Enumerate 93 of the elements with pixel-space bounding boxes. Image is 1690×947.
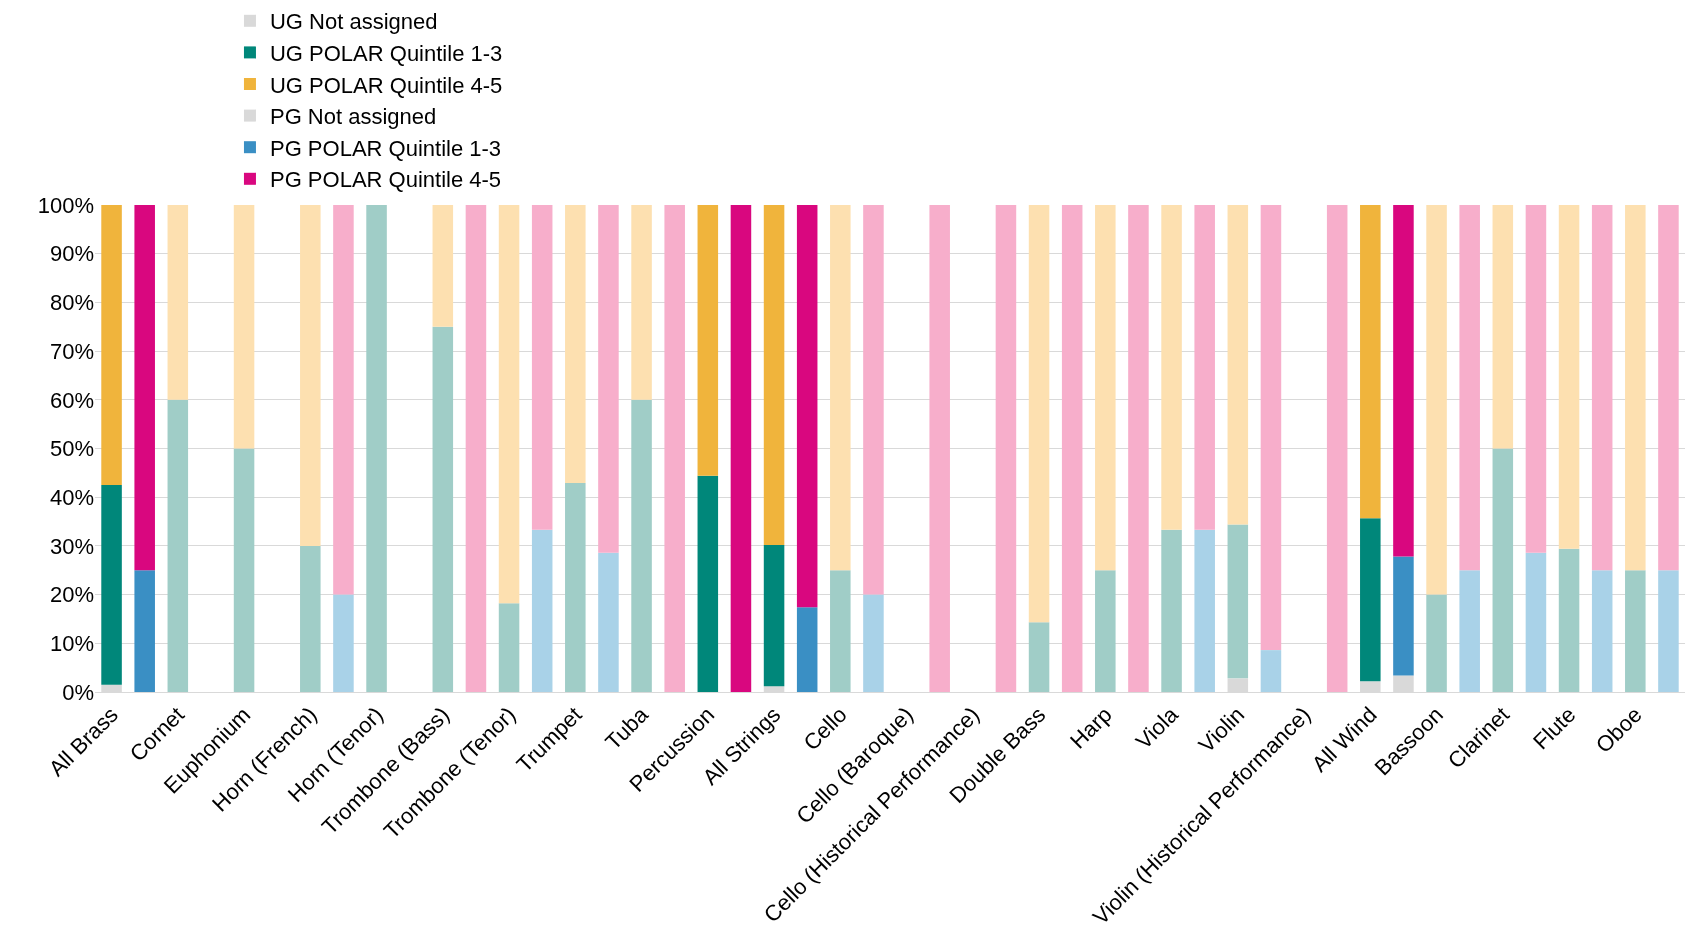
bar bbox=[1360, 205, 1381, 519]
y-tick-label: 70% bbox=[49, 338, 94, 364]
bar bbox=[300, 545, 321, 692]
bar bbox=[167, 399, 189, 692]
y-tick-label: 20% bbox=[49, 582, 94, 608]
bar bbox=[1426, 205, 1447, 595]
bar bbox=[101, 485, 122, 685]
bar bbox=[1161, 205, 1182, 530]
bar bbox=[1658, 205, 1679, 571]
bar bbox=[1161, 529, 1182, 692]
bar bbox=[1459, 570, 1480, 692]
bar bbox=[333, 205, 354, 595]
bar bbox=[1128, 205, 1149, 692]
y-tick-label: 100% bbox=[37, 192, 94, 218]
bar bbox=[763, 205, 785, 545]
bar bbox=[1459, 205, 1480, 571]
bar bbox=[1194, 205, 1215, 530]
bar bbox=[432, 205, 454, 327]
bar bbox=[863, 205, 884, 595]
bar bbox=[1558, 548, 1580, 692]
bar bbox=[565, 205, 586, 484]
bar bbox=[1360, 518, 1381, 682]
bar bbox=[134, 570, 155, 692]
y-tick-label: 10% bbox=[49, 631, 94, 656]
bar bbox=[233, 448, 255, 692]
bar bbox=[763, 544, 785, 687]
bar bbox=[1492, 205, 1514, 449]
bar bbox=[995, 205, 1017, 692]
y-tick-label: 40% bbox=[49, 484, 94, 510]
legend-label: PG Not assigned bbox=[269, 104, 437, 130]
bar bbox=[1525, 205, 1547, 553]
bar bbox=[796, 205, 818, 608]
bar bbox=[1061, 205, 1083, 692]
bar bbox=[1426, 594, 1447, 692]
bar bbox=[697, 475, 719, 692]
bar bbox=[796, 607, 818, 692]
bar bbox=[167, 205, 189, 400]
legend-label: PG POLAR Quintile 4-5 bbox=[269, 167, 502, 193]
bar bbox=[1393, 556, 1414, 676]
bar bbox=[830, 570, 851, 692]
bar bbox=[1028, 205, 1050, 623]
bar bbox=[730, 205, 752, 692]
bar bbox=[531, 529, 553, 692]
bar bbox=[598, 552, 619, 692]
bar bbox=[565, 483, 586, 692]
bar bbox=[1095, 205, 1116, 571]
bar bbox=[1028, 622, 1050, 692]
y-tick-label: 80% bbox=[49, 290, 94, 316]
bar bbox=[1658, 570, 1679, 692]
legend-label: PG POLAR Quintile 1-3 bbox=[269, 135, 502, 161]
x-tick-label: Viola bbox=[1130, 701, 1184, 755]
bar bbox=[134, 205, 155, 571]
bar bbox=[333, 594, 354, 692]
bar bbox=[1625, 205, 1646, 571]
bar bbox=[863, 594, 884, 692]
bar bbox=[631, 205, 652, 400]
bar bbox=[1625, 570, 1646, 692]
bar bbox=[1260, 205, 1282, 651]
bar bbox=[1260, 650, 1282, 692]
bar bbox=[465, 205, 487, 692]
bar bbox=[631, 399, 652, 692]
bar bbox=[1558, 205, 1580, 549]
y-tick-label: 30% bbox=[49, 533, 94, 559]
y-tick-label: 90% bbox=[49, 241, 94, 267]
bar bbox=[366, 205, 387, 692]
y-tick-label: 50% bbox=[49, 436, 94, 462]
legend-label: UG Not assigned bbox=[269, 9, 438, 35]
bar bbox=[1326, 205, 1348, 692]
bar bbox=[531, 205, 553, 530]
bar bbox=[432, 326, 454, 692]
bar bbox=[1227, 205, 1249, 525]
bar bbox=[233, 205, 255, 449]
bar bbox=[929, 205, 950, 692]
legend-label: UG POLAR Quintile 1-3 bbox=[269, 40, 503, 66]
bar bbox=[1492, 448, 1514, 692]
bar bbox=[498, 603, 520, 692]
bar bbox=[830, 205, 851, 571]
bar bbox=[664, 205, 685, 692]
bar bbox=[101, 205, 122, 486]
bar bbox=[1525, 552, 1547, 692]
bar bbox=[697, 205, 719, 476]
bar bbox=[598, 205, 619, 553]
bar bbox=[1227, 524, 1249, 679]
y-tick-label: 0% bbox=[62, 679, 94, 705]
bar bbox=[1194, 529, 1215, 692]
y-tick-label: 60% bbox=[49, 387, 94, 413]
bar bbox=[1591, 205, 1613, 571]
bar bbox=[300, 205, 321, 546]
bar bbox=[498, 205, 520, 604]
legend-label: UG POLAR Quintile 4-5 bbox=[269, 72, 503, 98]
bar bbox=[1591, 570, 1613, 692]
bar bbox=[1393, 205, 1414, 557]
bar bbox=[1095, 570, 1116, 692]
